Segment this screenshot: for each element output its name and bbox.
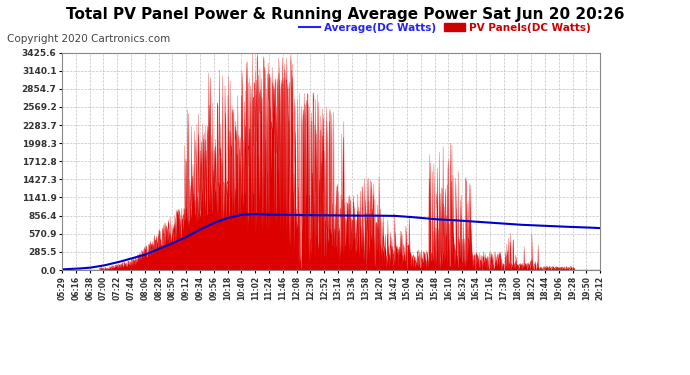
Text: Total PV Panel Power & Running Average Power Sat Jun 20 20:26: Total PV Panel Power & Running Average P… xyxy=(66,8,624,22)
Legend: Average(DC Watts), PV Panels(DC Watts): Average(DC Watts), PV Panels(DC Watts) xyxy=(295,18,595,37)
Text: Copyright 2020 Cartronics.com: Copyright 2020 Cartronics.com xyxy=(7,34,170,44)
